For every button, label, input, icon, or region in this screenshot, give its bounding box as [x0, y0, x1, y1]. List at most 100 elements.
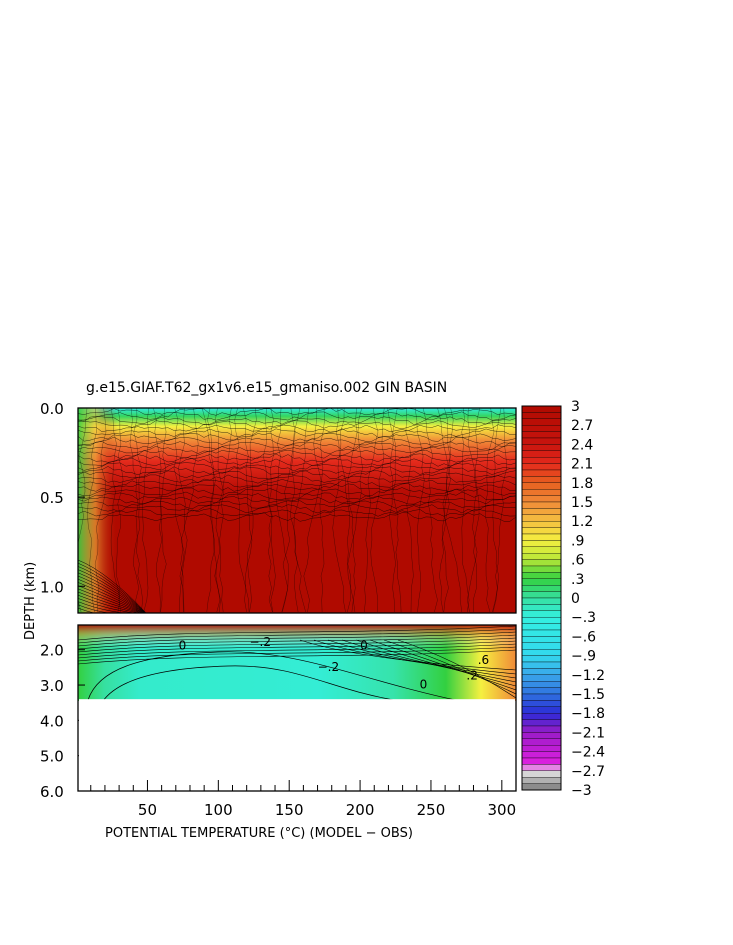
- contour-line: [78, 436, 516, 446]
- colorbar-tick-label: 3: [571, 399, 580, 415]
- colorbar-swatch: [521, 553, 562, 560]
- contour-line: [363, 408, 379, 613]
- colorbar-swatch: [521, 527, 562, 535]
- y-axis: 0.0 0.5 1.0 2.0 3.0 4.0 5.0 6.0: [40, 400, 515, 801]
- colorbar-swatch: [521, 463, 562, 471]
- colorbar-swatch: [521, 604, 562, 611]
- colorbar-swatch: [521, 437, 562, 445]
- contour-line: [245, 408, 257, 613]
- contour-line: [78, 634, 516, 650]
- colorbar-frame: [521, 405, 562, 791]
- colorbar-swatch: [521, 533, 562, 541]
- colorbar-tick-label: 2.7: [571, 418, 593, 434]
- colorbar-swatch: [521, 476, 562, 483]
- colorbar-swatch: [521, 431, 562, 439]
- contour-line: [327, 639, 516, 679]
- contour-line: [102, 665, 401, 701]
- contour-line: [268, 408, 274, 613]
- colorbar-swatch: [521, 418, 562, 426]
- colorbar-tick-label: 2.1: [571, 457, 593, 473]
- contour-line: [78, 445, 516, 455]
- colorbar-tick-label: 1.2: [571, 514, 593, 530]
- contour-line: [78, 411, 516, 421]
- colorbar-swatch: [521, 636, 562, 643]
- contour-line: [78, 572, 146, 613]
- contour-line: [78, 631, 516, 647]
- colorbar-swatch: [521, 482, 562, 490]
- contour-line: [293, 408, 309, 613]
- colorbar-swatch: [521, 719, 562, 727]
- colorbar-tick-label: −3: [571, 783, 592, 799]
- colorbar-swatch: [521, 444, 562, 451]
- contour-line: [78, 649, 516, 665]
- contour-line: [178, 408, 186, 613]
- contour-line: [492, 408, 508, 613]
- no-data-area: [79, 699, 515, 790]
- contour-line: [78, 483, 516, 493]
- y-tick-label: 0.0: [40, 400, 64, 418]
- contour-line: [383, 639, 516, 695]
- contour-line: [78, 585, 145, 613]
- colorbar-tick-label: −.3: [571, 610, 596, 626]
- contour-line: [78, 637, 516, 653]
- contour-line: [78, 508, 516, 517]
- contour-line: [78, 643, 516, 659]
- colorbar-tick-label: −1.2: [571, 668, 605, 684]
- contour-line: [347, 408, 363, 613]
- colorbar-tick-label: −.9: [571, 649, 596, 665]
- contour-line: [78, 500, 516, 510]
- contour-line: [435, 408, 463, 613]
- colorbar-swatch: [521, 457, 562, 464]
- upper-panel: [77, 407, 517, 614]
- contour-line: [397, 639, 516, 699]
- contour-line: [116, 408, 124, 613]
- contour-line: [94, 408, 107, 613]
- contour-line: [439, 408, 454, 613]
- colorbar-swatch: [521, 412, 562, 419]
- contour-line: [207, 408, 221, 613]
- colorbar-swatch: [521, 425, 562, 432]
- colorbar-swatch: [521, 617, 562, 624]
- contour-line: [78, 474, 516, 484]
- contour-line: [492, 408, 502, 613]
- x-tick-label: 200: [346, 801, 375, 819]
- contour-line: [78, 594, 140, 613]
- x-tick-label: 150: [275, 801, 304, 819]
- upper-panel-left-edge: [78, 408, 516, 613]
- contour-line: [442, 408, 451, 613]
- x-tick-label: 50: [138, 801, 157, 819]
- contour-line: [467, 408, 478, 613]
- contour-line: [78, 408, 516, 417]
- y-tick-label: 1.0: [40, 578, 64, 596]
- colorbar-swatch: [521, 585, 562, 592]
- colorbar-swatch: [521, 681, 562, 688]
- colorbar-swatch: [521, 629, 562, 637]
- chart-title: g.e15.GIAF.T62_gx1v6.e15_gmaniso.002 GIN…: [86, 380, 447, 396]
- contour-line: [78, 466, 516, 476]
- colorbar-tick-label: −2.4: [571, 745, 605, 761]
- colorbar-swatch: [521, 745, 562, 752]
- colorbar-swatch: [521, 777, 562, 784]
- contour-label: .6: [478, 653, 489, 667]
- colorbar-swatch: [521, 668, 562, 675]
- colorbar-swatch: [521, 540, 562, 547]
- contour-line: [110, 408, 121, 613]
- contour-line: [78, 503, 516, 514]
- colorbar-swatch: [521, 469, 562, 477]
- colorbar-tick-label: 2.4: [571, 437, 593, 453]
- x-tick-label: 100: [204, 801, 233, 819]
- contour-line: [347, 408, 358, 613]
- contour-line: [78, 625, 516, 641]
- contour-line: [87, 651, 461, 701]
- contour-line: [78, 562, 147, 613]
- colorbar: 3 2.7 2.4 2.1 1.8 1.5 1.2 .9 .6 .3 0 −.3 −.6 −.9 −1.2 −…: [521, 399, 605, 799]
- contour-line: [341, 639, 516, 683]
- colorbar-swatch: [521, 732, 562, 739]
- contour-line: [78, 578, 146, 613]
- contour-line: [339, 408, 354, 613]
- contour-line: [215, 408, 225, 613]
- contour-line: [78, 512, 516, 522]
- contour-line: [303, 408, 327, 613]
- lower-panel-contours: [78, 625, 516, 701]
- contour-label: −.2: [250, 635, 272, 649]
